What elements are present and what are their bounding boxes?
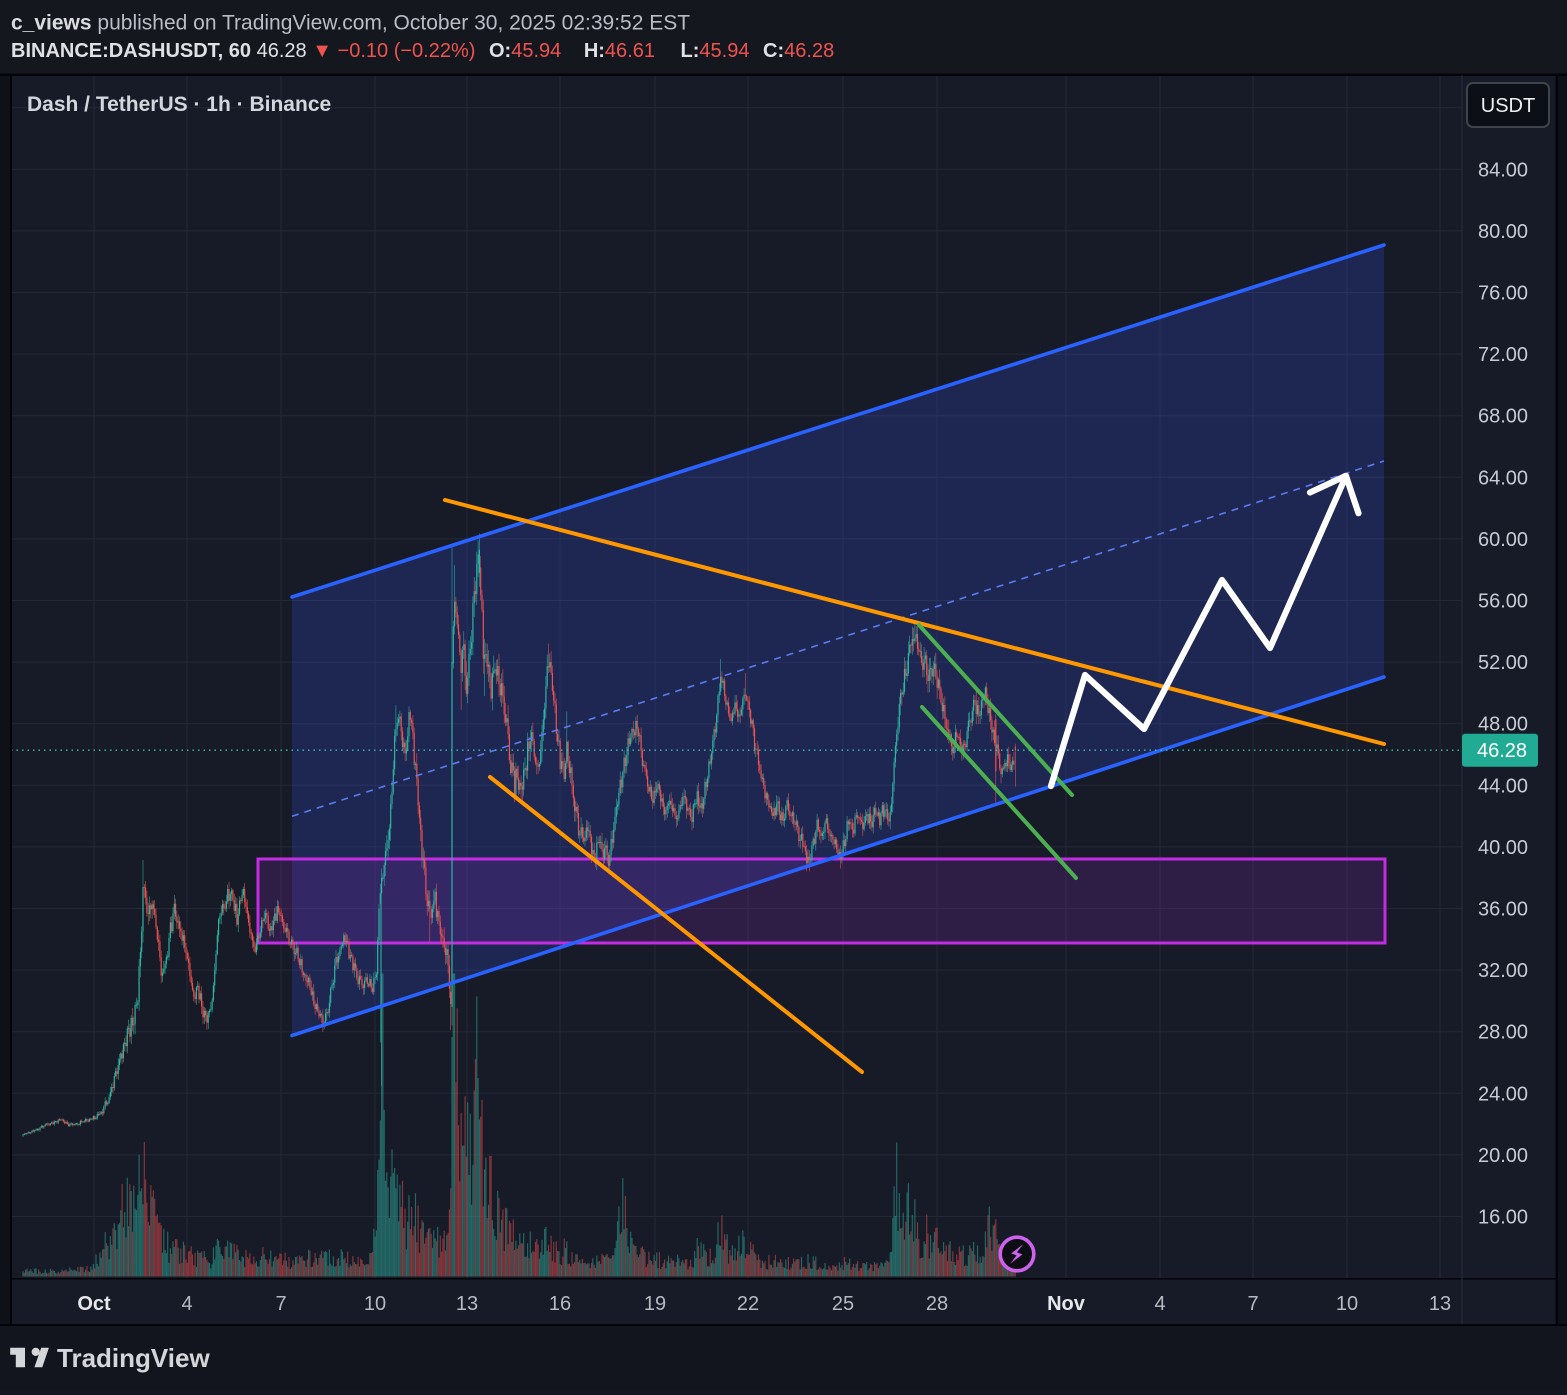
svg-text:4: 4 xyxy=(1154,1293,1165,1315)
svg-text:28.00: 28.00 xyxy=(1478,1022,1528,1044)
svg-text:36.00: 36.00 xyxy=(1478,899,1528,921)
svg-text:BINANCE:DASHUSDT, 60 46.28 ▼ −: BINANCE:DASHUSDT, 60 46.28 ▼ −0.10 (−0.2… xyxy=(11,40,834,62)
svg-text:7: 7 xyxy=(275,1293,286,1315)
svg-text:16.00: 16.00 xyxy=(1478,1207,1528,1229)
svg-text:Dash / TetherUS · 1h · Binance: Dash / TetherUS · 1h · Binance xyxy=(27,93,331,116)
svg-text:USDT: USDT xyxy=(1481,95,1535,117)
svg-text:76.00: 76.00 xyxy=(1478,283,1528,305)
svg-text:80.00: 80.00 xyxy=(1478,221,1528,243)
svg-text:16: 16 xyxy=(549,1293,571,1315)
svg-text:25: 25 xyxy=(832,1293,854,1315)
svg-text:52.00: 52.00 xyxy=(1478,652,1528,674)
svg-text:Nov: Nov xyxy=(1047,1293,1086,1315)
svg-text:13: 13 xyxy=(456,1293,478,1315)
svg-text:32.00: 32.00 xyxy=(1478,960,1528,982)
svg-text:7: 7 xyxy=(1247,1293,1258,1315)
svg-text:10: 10 xyxy=(364,1293,386,1315)
svg-text:4: 4 xyxy=(181,1293,192,1315)
svg-text:64.00: 64.00 xyxy=(1478,467,1528,489)
svg-text:20.00: 20.00 xyxy=(1478,1145,1528,1167)
svg-text:Oct: Oct xyxy=(77,1293,111,1315)
svg-text:19: 19 xyxy=(644,1293,666,1315)
svg-text:10: 10 xyxy=(1336,1293,1358,1315)
svg-text:TradingView: TradingView xyxy=(57,1343,210,1373)
svg-text:68.00: 68.00 xyxy=(1478,406,1528,428)
svg-text:48.00: 48.00 xyxy=(1478,714,1528,736)
svg-text:44.00: 44.00 xyxy=(1478,775,1528,797)
svg-text:60.00: 60.00 xyxy=(1478,529,1528,551)
svg-text:40.00: 40.00 xyxy=(1478,837,1528,859)
svg-text:56.00: 56.00 xyxy=(1478,591,1528,613)
svg-text:24.00: 24.00 xyxy=(1478,1083,1528,1105)
svg-text:84.00: 84.00 xyxy=(1478,159,1528,181)
svg-text:46.28: 46.28 xyxy=(1477,740,1527,762)
svg-text:72.00: 72.00 xyxy=(1478,344,1528,366)
svg-text:c_views published on TradingVi: c_views published on TradingView.com, Oc… xyxy=(11,12,690,35)
svg-text:22: 22 xyxy=(737,1293,759,1315)
svg-text:13: 13 xyxy=(1429,1293,1451,1315)
svg-text:28: 28 xyxy=(926,1293,948,1315)
